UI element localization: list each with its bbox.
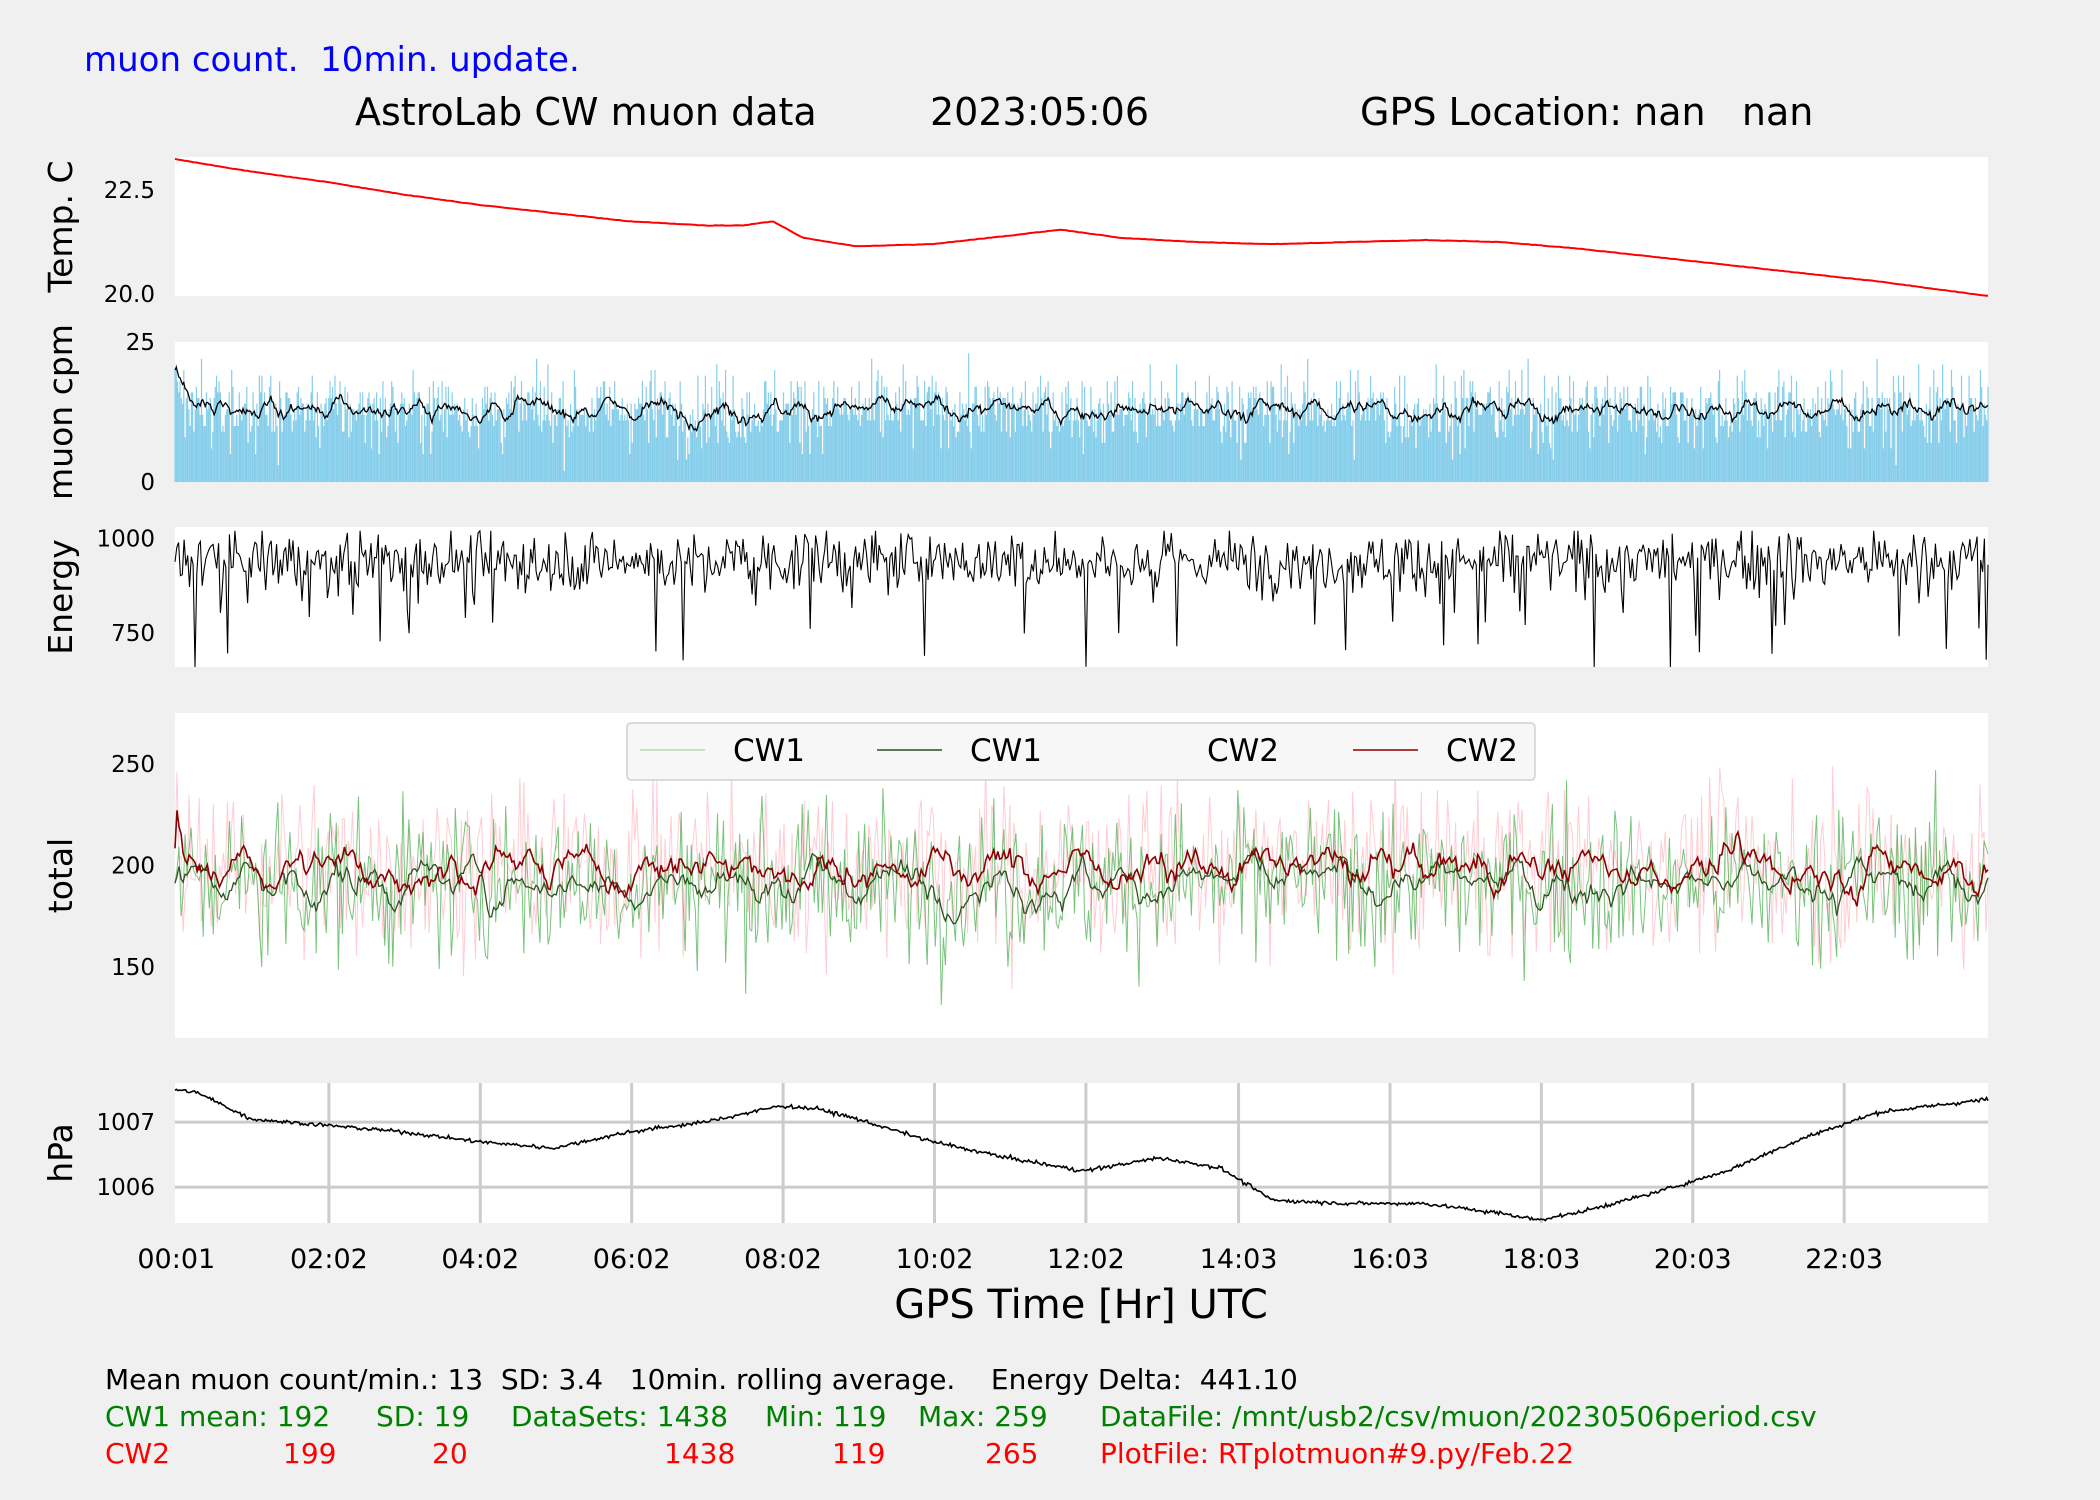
ytick-label-energy: 750 bbox=[111, 621, 155, 647]
ytick-label-temperature: 22.5 bbox=[104, 178, 155, 204]
ytick-label-total: 250 bbox=[111, 752, 155, 778]
ytick-label-muon_cpm: 0 bbox=[140, 470, 155, 496]
ytick-label-energy: 1000 bbox=[96, 526, 155, 552]
cw2-average-line bbox=[174, 810, 1989, 907]
ytick-label-pressure: 1007 bbox=[96, 1110, 155, 1136]
plot-file: PlotFile: RTplotmuon#9.py/Feb.22 bbox=[1100, 1437, 1575, 1470]
temperature-line bbox=[174, 157, 1989, 297]
chart-date: 2023:05:06 bbox=[930, 90, 1150, 134]
cw2-max: 265 bbox=[985, 1437, 1039, 1470]
chart-title: AstroLab CW muon data bbox=[355, 90, 817, 134]
data-file: DataFile: /mnt/usb2/csv/muon/20230506per… bbox=[1100, 1400, 1817, 1433]
ylabel-pressure: hPa bbox=[41, 1123, 80, 1183]
footer-summary: Mean muon count/min.: 13 SD: 3.4 10min. … bbox=[105, 1363, 1298, 1396]
ylabel-total: total bbox=[41, 838, 80, 913]
cw1-datasets: DataSets: 1438 bbox=[511, 1400, 729, 1433]
muon-cpm-average bbox=[174, 365, 1989, 432]
xtick-label: 20:03 bbox=[1654, 1244, 1732, 1275]
cw2-mean: 199 bbox=[283, 1437, 337, 1470]
ytick-label-muon_cpm: 25 bbox=[126, 330, 155, 356]
xtick-label: 02:02 bbox=[290, 1244, 368, 1275]
legend: CW1 CW1 CW2 CW2 bbox=[626, 722, 1536, 781]
ylabel-temperature: Temp. C bbox=[41, 161, 80, 294]
energy-line bbox=[174, 529, 1989, 668]
cw1-average-line bbox=[174, 848, 1989, 925]
legend-label: CW1 bbox=[733, 733, 805, 769]
ytick-label-total: 200 bbox=[111, 853, 155, 879]
legend-label: CW2 bbox=[1446, 733, 1518, 769]
cw2-min: 119 bbox=[832, 1437, 886, 1470]
panel-pressure bbox=[175, 1083, 1988, 1223]
update-label: muon count. 10min. update. bbox=[84, 40, 580, 80]
xtick-label: 22:03 bbox=[1805, 1244, 1883, 1275]
ylabel-energy: Energy bbox=[41, 539, 80, 655]
cw2-sd: 20 bbox=[432, 1437, 468, 1470]
cw1-sd: SD: 19 bbox=[376, 1400, 470, 1433]
cw1-min: Min: 119 bbox=[765, 1400, 887, 1433]
cw2-label: CW2 bbox=[105, 1437, 171, 1470]
xtick-label: 12:02 bbox=[1047, 1244, 1125, 1275]
xtick-label: 18:03 bbox=[1502, 1244, 1580, 1275]
cw1-raw-line bbox=[174, 770, 1989, 1005]
ytick-label-total: 150 bbox=[111, 955, 155, 981]
ytick-label-pressure: 1006 bbox=[96, 1175, 155, 1201]
ytick-label-temperature: 20.0 bbox=[104, 282, 155, 308]
cw2-datasets: 1438 bbox=[664, 1437, 736, 1470]
legend-label: CW1 bbox=[970, 733, 1042, 769]
xtick-label: 14:03 bbox=[1200, 1244, 1278, 1275]
cw1-max: Max: 259 bbox=[918, 1400, 1048, 1433]
muon-cpm-bars bbox=[174, 353, 1989, 482]
xtick-label: 10:02 bbox=[896, 1244, 974, 1275]
pressure-line bbox=[174, 1088, 1989, 1222]
panel-energy bbox=[175, 527, 1988, 667]
gps-location: GPS Location: nan nan bbox=[1360, 90, 1814, 134]
xtick-label: 06:02 bbox=[593, 1244, 671, 1275]
xtick-label: 04:02 bbox=[441, 1244, 519, 1275]
ylabel-muon_cpm: muon cpm bbox=[41, 324, 80, 500]
cw2-raw-line bbox=[174, 753, 1989, 990]
xaxis-label: GPS Time [Hr] UTC bbox=[894, 1282, 1268, 1328]
xtick-label: 16:03 bbox=[1351, 1244, 1429, 1275]
xtick-label: 00:01 bbox=[137, 1244, 215, 1275]
legend-label: CW2 bbox=[1207, 733, 1279, 769]
cw1-mean: CW1 mean: 192 bbox=[105, 1400, 331, 1433]
xtick-label: 08:02 bbox=[744, 1244, 822, 1275]
legend-box bbox=[626, 722, 1536, 781]
panel-temperature bbox=[175, 157, 1988, 296]
